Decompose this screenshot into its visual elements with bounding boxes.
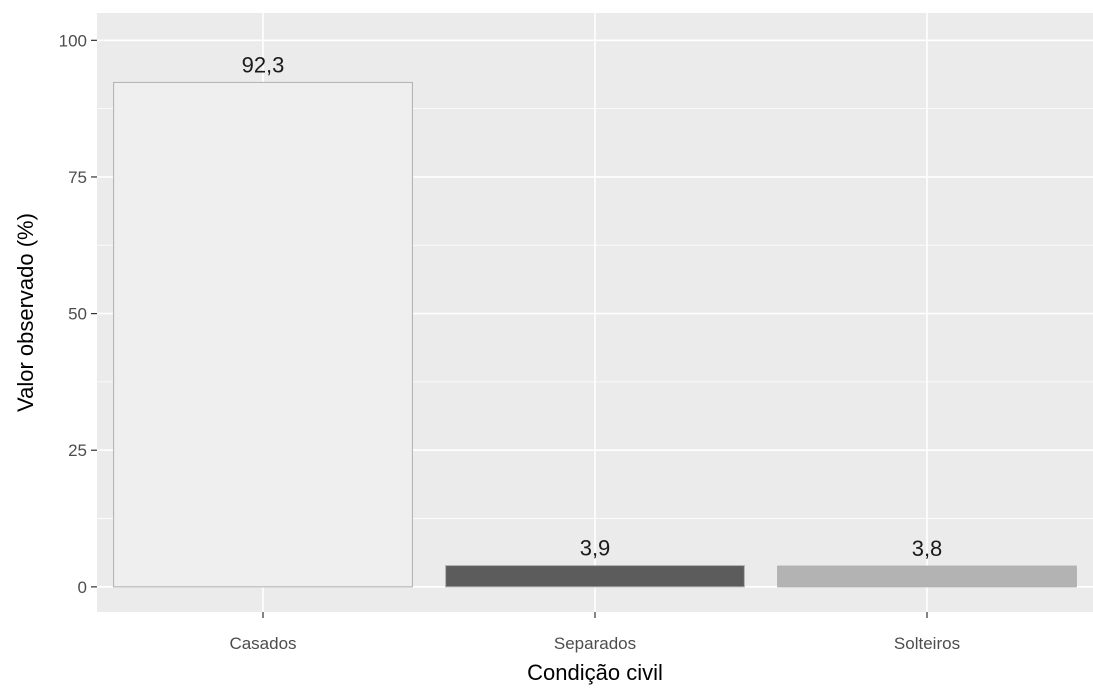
x-axis-title: Condição civil	[527, 660, 663, 685]
y-tick-label: 0	[78, 578, 87, 597]
y-tick-label: 25	[68, 441, 87, 460]
bars	[113, 81, 1077, 588]
x-tick-label: Casados	[229, 634, 296, 653]
bar-separados	[445, 565, 745, 588]
x-tick-label: Separados	[554, 634, 636, 653]
data-label: 3,9	[580, 536, 611, 561]
data-label: 3,8	[912, 536, 943, 561]
y-axis-title: Valor observado (%)	[13, 213, 38, 412]
y-tick-label: 50	[68, 305, 87, 324]
y-tick-label: 75	[68, 168, 87, 187]
bar-solteiros	[777, 565, 1077, 588]
x-tick-label: Solteiros	[894, 634, 960, 653]
axis-ticks: 0 25 50 75 100 Casados Separados Solteiros	[59, 31, 960, 653]
data-label: 92,3	[242, 52, 285, 77]
bar-casados	[113, 81, 413, 588]
data-labels: 92,3 3,9 3,8	[242, 52, 943, 561]
y-tick-label: 100	[59, 31, 87, 50]
